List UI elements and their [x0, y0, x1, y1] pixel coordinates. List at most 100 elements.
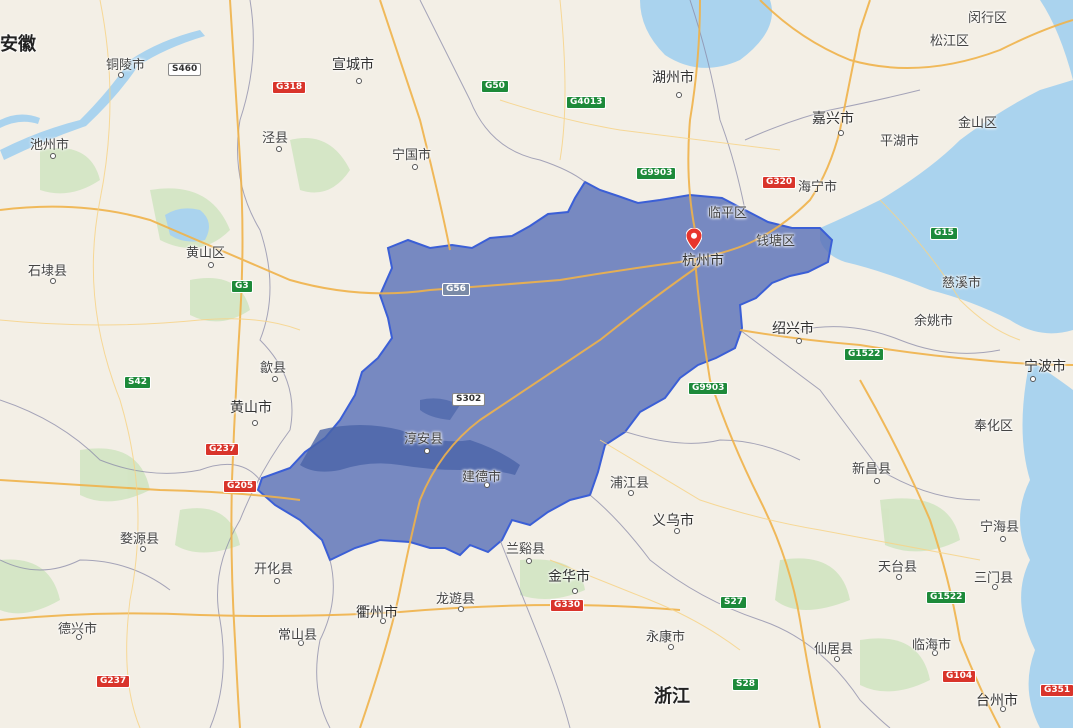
place-dot	[676, 92, 682, 98]
road-shield-s302: S302	[452, 393, 486, 406]
road-shield-g1522-north: G1522	[844, 348, 885, 361]
place-label-xianju[interactable]: 仙居县	[814, 642, 854, 657]
place-label-kaihua[interactable]: 开化县	[254, 562, 294, 577]
road-shield-g104: G104	[942, 670, 977, 683]
place-label-jinshan[interactable]: 金山区	[958, 116, 998, 131]
place-dot	[50, 278, 56, 284]
place-label-huangshanqu[interactable]: 黄山区	[186, 246, 226, 261]
place-label-quzhou[interactable]: 衢州市	[356, 605, 398, 621]
road-shield-g9903-north: G9903	[636, 167, 677, 180]
place-dot	[412, 164, 418, 170]
road-shield-s460: S460	[168, 63, 202, 76]
hangzhou-region	[256, 180, 834, 562]
place-dot	[274, 578, 280, 584]
place-dot	[874, 478, 880, 484]
place-label-tongling[interactable]: 铜陵市	[106, 58, 146, 73]
place-dot	[834, 656, 840, 662]
minor-roads	[0, 0, 1021, 728]
place-label-yongkang[interactable]: 永康市	[646, 630, 686, 645]
road-shield-g330: G330	[550, 599, 585, 612]
place-dot	[668, 644, 674, 650]
place-label-linping[interactable]: 临平区	[708, 206, 748, 221]
place-label-wuyuan[interactable]: 婺源县	[120, 532, 160, 547]
place-label-yuyao[interactable]: 余姚市	[914, 314, 954, 329]
place-dot	[276, 146, 282, 152]
road-shield-g205: G205	[223, 480, 258, 493]
place-label-yiwu[interactable]: 义乌市	[652, 513, 694, 529]
place-label-xinchang[interactable]: 新昌县	[852, 462, 892, 477]
road-shield-g237-south: G237	[96, 675, 131, 688]
road-shield-g318: G318	[272, 81, 307, 94]
place-dot	[796, 338, 802, 344]
place-label-dexing[interactable]: 德兴市	[58, 622, 98, 637]
place-dot	[424, 448, 430, 454]
place-label-chunan[interactable]: 淳安县	[404, 432, 444, 447]
place-dot	[76, 634, 82, 640]
place-label-shexian[interactable]: 歙县	[260, 361, 287, 376]
place-dot	[272, 376, 278, 382]
place-label-qiantang[interactable]: 钱塘区	[756, 234, 796, 249]
place-label-changshan[interactable]: 常山县	[278, 628, 318, 643]
place-dot	[484, 482, 490, 488]
road-shield-s42: S42	[124, 376, 152, 389]
place-label-shidai[interactable]: 石埭县	[28, 264, 68, 279]
road-shield-g56: G56	[442, 283, 470, 296]
place-label-chizhou[interactable]: 池州市	[30, 138, 70, 153]
place-label-ningguo[interactable]: 宁国市	[392, 148, 432, 163]
place-label-xuancheng[interactable]: 宣城市	[332, 57, 374, 73]
place-dot	[118, 72, 124, 78]
road-shield-g320: G320	[762, 176, 797, 189]
place-label-pujiang[interactable]: 浦江县	[610, 476, 650, 491]
place-label-shaoxing[interactable]: 绍兴市	[772, 321, 814, 337]
province-label-anhui: 安徽	[0, 34, 36, 55]
place-label-ningbo[interactable]: 宁波市	[1024, 359, 1066, 375]
place-dot	[50, 153, 56, 159]
place-label-tiantai[interactable]: 天台县	[878, 560, 918, 575]
place-label-haining[interactable]: 海宁市	[798, 180, 838, 195]
place-label-huzhou[interactable]: 湖州市	[652, 70, 694, 86]
road-shield-g237-north: G237	[205, 443, 240, 456]
road-shield-g351: G351	[1040, 684, 1073, 697]
place-label-pinghu[interactable]: 平湖市	[880, 134, 920, 149]
place-label-longyou[interactable]: 龙遊县	[436, 592, 476, 607]
place-dot	[932, 650, 938, 656]
place-dot	[674, 528, 680, 534]
location-pin-icon[interactable]	[686, 228, 702, 250]
road-shield-g9903-south: G9903	[688, 382, 729, 395]
place-label-taizhou[interactable]: 台州市	[976, 693, 1018, 709]
place-label-jinhua[interactable]: 金华市	[548, 569, 590, 585]
road-shield-s27: S27	[720, 596, 748, 609]
place-dot	[572, 588, 578, 594]
road-shield-g50: G50	[481, 80, 509, 93]
place-label-fenghua[interactable]: 奉化区	[974, 419, 1014, 434]
place-dot	[526, 558, 532, 564]
place-label-jiande[interactable]: 建德市	[462, 470, 502, 485]
place-label-huangshan[interactable]: 黄山市	[230, 400, 272, 416]
place-dot	[208, 262, 214, 268]
place-label-cixi[interactable]: 慈溪市	[942, 276, 982, 291]
place-dot	[140, 546, 146, 552]
place-dot	[838, 130, 844, 136]
place-label-lanxi[interactable]: 兰谿县	[506, 542, 546, 557]
place-dot	[252, 420, 258, 426]
road-shield-s28: S28	[732, 678, 760, 691]
place-label-linhai[interactable]: 临海市	[912, 638, 952, 653]
road-shield-g4013: G4013	[566, 96, 607, 109]
place-label-hangzhou[interactable]: 杭州市	[682, 253, 724, 269]
place-dot	[1000, 706, 1006, 712]
place-label-ninghai[interactable]: 宁海县	[980, 520, 1020, 535]
place-label-jingxian[interactable]: 泾县	[262, 131, 289, 146]
road-shield-g15: G15	[930, 227, 958, 240]
place-dot	[1030, 376, 1036, 382]
place-dot	[458, 606, 464, 612]
province-label-zhejiang: 浙江	[654, 686, 690, 707]
place-label-sanmen[interactable]: 三门县	[974, 571, 1014, 586]
boundaries	[0, 0, 1001, 728]
place-label-minhang[interactable]: 闵行区	[968, 11, 1008, 26]
place-dot	[992, 584, 998, 590]
place-label-songjiang[interactable]: 松江区	[930, 34, 970, 49]
place-dot	[298, 640, 304, 646]
place-label-jiaxing[interactable]: 嘉兴市	[812, 111, 854, 127]
